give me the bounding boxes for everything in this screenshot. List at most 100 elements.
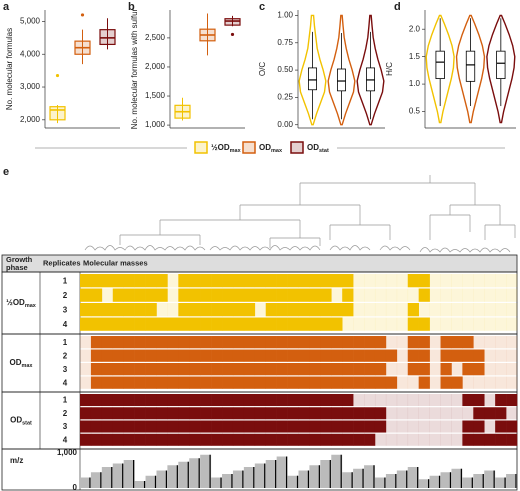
cell xyxy=(232,407,245,420)
cell xyxy=(222,288,234,302)
cell xyxy=(396,336,409,349)
cell xyxy=(101,363,114,376)
y-axis-label: H/C xyxy=(385,62,394,76)
cell xyxy=(353,274,365,288)
cell xyxy=(309,288,321,302)
cell xyxy=(364,394,376,407)
replicate-label: 4 xyxy=(63,378,68,387)
cell xyxy=(353,336,365,349)
cell xyxy=(134,336,146,349)
cell xyxy=(309,420,321,433)
cell xyxy=(407,420,419,433)
cell xyxy=(243,317,256,331)
y-tick-label: 1.0 xyxy=(409,79,421,88)
cell xyxy=(222,420,234,433)
cell xyxy=(90,274,103,288)
cell xyxy=(232,394,245,407)
cell xyxy=(342,433,354,446)
group-label: ½ODmax xyxy=(6,298,37,309)
cell xyxy=(462,336,474,349)
cell xyxy=(200,349,212,362)
cell xyxy=(495,349,507,362)
y-tick-label: 2,500 xyxy=(145,33,166,42)
cell xyxy=(320,288,332,302)
cell xyxy=(331,336,343,349)
group-label: ODstat xyxy=(307,143,329,154)
cell xyxy=(407,394,419,407)
cell xyxy=(123,420,135,433)
name: ½OD xyxy=(211,143,230,152)
cell xyxy=(134,394,146,407)
cell xyxy=(200,288,212,302)
cell xyxy=(353,288,365,302)
y-tick-label: 0.00 xyxy=(277,120,293,129)
cell xyxy=(200,336,212,349)
cell xyxy=(156,363,168,376)
cell xyxy=(276,336,288,349)
cell xyxy=(156,274,168,288)
cell xyxy=(265,274,277,288)
cell xyxy=(189,394,201,407)
cell xyxy=(156,376,168,389)
cell xyxy=(342,407,354,420)
cell xyxy=(484,407,496,420)
subscript: stat xyxy=(319,148,329,154)
group-label: ½ODmax xyxy=(211,143,242,154)
cell xyxy=(178,274,190,288)
cell xyxy=(276,363,288,376)
replicate-label: 2 xyxy=(63,351,68,360)
mz-bar xyxy=(353,468,365,488)
cell xyxy=(320,317,332,331)
cell xyxy=(112,433,124,446)
cell xyxy=(167,288,179,302)
cell xyxy=(287,433,299,446)
cell xyxy=(90,363,103,376)
cell xyxy=(451,274,463,288)
cell xyxy=(156,303,168,317)
cell xyxy=(156,336,168,349)
cell xyxy=(385,349,398,362)
cell xyxy=(484,363,496,376)
cell xyxy=(462,274,474,288)
legend-swatch xyxy=(194,141,208,154)
cell xyxy=(385,317,398,331)
cell xyxy=(243,394,256,407)
y-tick-label: 5,000 xyxy=(20,17,41,26)
cell xyxy=(145,394,157,407)
cell xyxy=(385,303,398,317)
replicate-label: 1 xyxy=(63,338,68,347)
cell xyxy=(145,303,157,317)
cell xyxy=(90,349,103,362)
cell xyxy=(156,420,168,433)
cell xyxy=(112,420,124,433)
cell xyxy=(407,303,419,317)
cell xyxy=(254,363,267,376)
cell xyxy=(232,274,245,288)
cell xyxy=(178,420,190,433)
cell xyxy=(342,363,354,376)
cell xyxy=(320,336,332,349)
cell xyxy=(342,376,354,389)
cell xyxy=(331,376,343,389)
cell xyxy=(418,274,430,288)
cell xyxy=(396,376,409,389)
box xyxy=(99,29,116,46)
cell xyxy=(495,363,507,376)
cell xyxy=(331,317,343,331)
cell xyxy=(484,303,496,317)
y-tick-label: 1,000 xyxy=(57,448,78,457)
cell xyxy=(232,349,245,362)
subscript: stat xyxy=(22,421,32,427)
cell xyxy=(123,407,135,420)
cell xyxy=(134,274,146,288)
cell xyxy=(506,420,518,433)
cell xyxy=(145,363,157,376)
cell xyxy=(222,407,234,420)
y-tick-label: 1,000 xyxy=(145,120,166,129)
cell xyxy=(265,349,277,362)
cell xyxy=(265,407,277,420)
mz-bar xyxy=(178,461,190,488)
cell xyxy=(495,336,507,349)
panel-label: a xyxy=(3,1,10,13)
cell xyxy=(189,349,201,362)
